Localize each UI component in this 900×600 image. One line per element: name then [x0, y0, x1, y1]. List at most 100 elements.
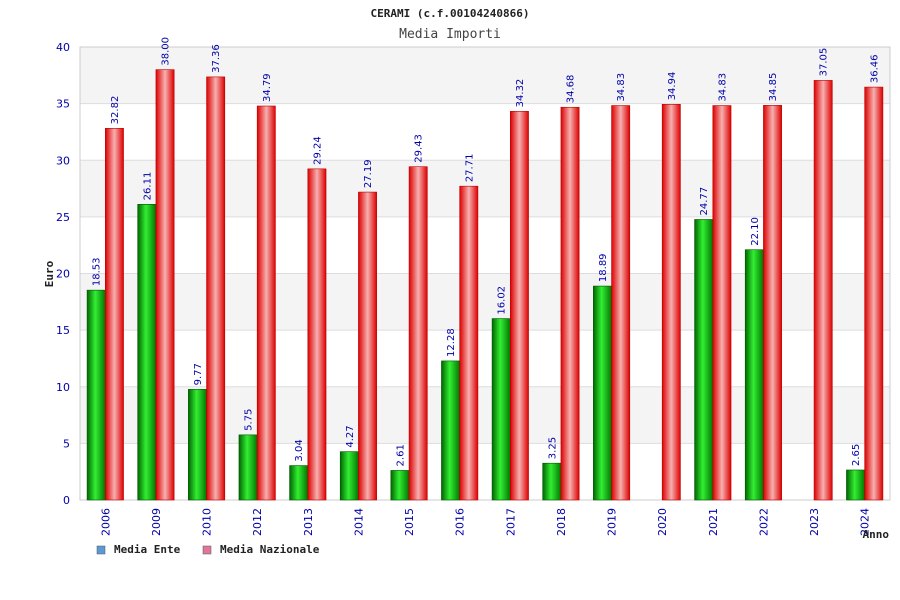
x-tick-label: 2023: [808, 508, 821, 536]
bar-media-ente-2013: [289, 465, 309, 501]
x-tick-label: 2014: [352, 508, 365, 536]
legend-swatch-media-nazionale: [202, 545, 212, 555]
y-tick-label: 30: [56, 154, 70, 167]
x-tick-label: 2009: [150, 508, 163, 536]
legend-swatch-media-ente: [96, 545, 106, 555]
bar-media-ente-2022: [744, 249, 764, 501]
value-label: 16.02: [497, 286, 508, 315]
value-label: 34.94: [667, 72, 678, 101]
bar-media-ente-2014: [339, 451, 359, 501]
y-tick-label: 15: [56, 324, 70, 337]
value-label: 34.83: [616, 73, 627, 102]
plot-frame: [79, 46, 891, 501]
value-label: 9.77: [193, 363, 204, 385]
x-tick-label: 2021: [707, 508, 720, 536]
x-axis-ticks: 2006 2009 2010 2012 2013 2014 2015 2016 2017 2018…: [99, 508, 871, 536]
y-tick-label: 35: [56, 98, 70, 111]
x-tick-label: 2013: [302, 508, 315, 536]
bar-media-ente-2010: [188, 389, 207, 501]
bar-media-ente-2016: [441, 360, 460, 501]
x-tick-label: 2017: [504, 508, 517, 536]
bar-media-nazionale-2024: [864, 86, 884, 501]
bar-media-nazionale-2012: [256, 105, 276, 501]
value-label: 34.85: [768, 73, 779, 102]
x-tick-label: 2020: [656, 508, 669, 536]
value-label: 27.71: [464, 154, 475, 183]
bar-media-ente-2018: [542, 462, 562, 501]
value-label: 12.28: [446, 328, 457, 357]
bar-media-nazionale-2010: [206, 76, 226, 501]
y-tick-label: 40: [56, 41, 70, 54]
x-tick-label: 2016: [454, 508, 467, 536]
y-tick-label: 0: [63, 494, 70, 507]
x-axis-label: Anno: [863, 528, 890, 541]
bar-media-ente-2006: [86, 289, 106, 501]
bar-media-nazionale-2013: [307, 168, 327, 501]
x-tick-label: 2015: [403, 508, 416, 536]
value-label: 36.46: [869, 54, 880, 83]
chart-subtitle: Media Importi: [399, 27, 501, 42]
bars: [86, 69, 884, 501]
legend-label-media-ente: Media Ente: [114, 543, 181, 556]
value-label: 18.53: [92, 258, 103, 287]
bar-media-nazionale-2016: [459, 185, 479, 501]
value-label: 2.61: [395, 444, 406, 466]
chart-title: CERAMI (c.f.00104240866): [371, 7, 530, 20]
value-label: 2.65: [851, 444, 862, 466]
value-label: 27.19: [363, 159, 374, 188]
value-label: 29.43: [414, 134, 425, 163]
value-label: 32.82: [110, 96, 121, 125]
bar-media-nazionale-2015: [408, 166, 428, 501]
value-label: 38.00: [161, 37, 172, 66]
value-label: 34.32: [515, 79, 526, 108]
bar-media-ente-2012: [238, 434, 258, 501]
y-axis-label: Euro: [43, 260, 56, 287]
value-label: 24.77: [699, 187, 710, 216]
bar-media-ente-2015: [390, 470, 410, 501]
bar-media-nazionale-2018: [560, 106, 580, 501]
bar-media-nazionale-2021: [712, 105, 732, 501]
bar-media-nazionale-2022: [763, 105, 782, 501]
value-label: 18.89: [598, 253, 609, 282]
value-label: 3.04: [294, 439, 305, 461]
value-label: 4.27: [345, 425, 356, 447]
value-label: 3.25: [547, 437, 558, 459]
bar-media-nazionale-2006: [105, 128, 124, 501]
x-tick-label: 2022: [757, 508, 770, 536]
value-label: 34.83: [717, 73, 728, 102]
value-labels: 18.53 32.82 26.11 38.00 9.77 37.36 5.75 34.79 3.…: [92, 37, 881, 466]
y-tick-label: 25: [56, 211, 70, 224]
y-axis-ticks: 0 5 10 15 20 25 30 35 40: [56, 41, 70, 507]
bar-media-ente-2017: [491, 318, 511, 501]
bar-media-nazionale-2017: [510, 111, 529, 501]
value-label: 37.05: [819, 48, 830, 77]
bar-media-nazionale-2009: [155, 69, 175, 501]
bar-media-nazionale-2020: [661, 104, 681, 501]
x-tick-label: 2012: [251, 508, 264, 536]
y-tick-label: 5: [63, 437, 70, 450]
bar-media-ente-2019: [593, 285, 612, 501]
value-label: 26.11: [142, 172, 153, 201]
x-tick-label: 2018: [555, 508, 568, 536]
bar-media-nazionale-2014: [358, 191, 377, 501]
value-label: 34.68: [566, 75, 577, 104]
value-label: 5.75: [244, 409, 255, 431]
bar-media-ente-2009: [137, 204, 157, 501]
bar-media-ente-2024: [846, 469, 865, 501]
value-label: 29.24: [312, 136, 323, 165]
value-label: 34.79: [262, 73, 273, 102]
bar-media-ente-2021: [694, 219, 714, 501]
x-tick-label: 2006: [99, 508, 112, 536]
y-tick-label: 20: [56, 268, 70, 281]
bar-media-nazionale-2019: [611, 105, 631, 501]
y-tick-label: 10: [56, 381, 70, 394]
bar-media-nazionale-2023: [813, 80, 833, 501]
value-label: 22.10: [750, 217, 761, 246]
legend-label-media-nazionale: Media Nazionale: [220, 543, 320, 556]
x-tick-label: 2010: [201, 508, 214, 536]
x-tick-label: 2019: [606, 508, 619, 536]
legend: Media Ente Media Nazionale: [96, 543, 320, 556]
value-label: 37.36: [211, 44, 222, 73]
x-tick-label: 2024: [859, 508, 872, 536]
